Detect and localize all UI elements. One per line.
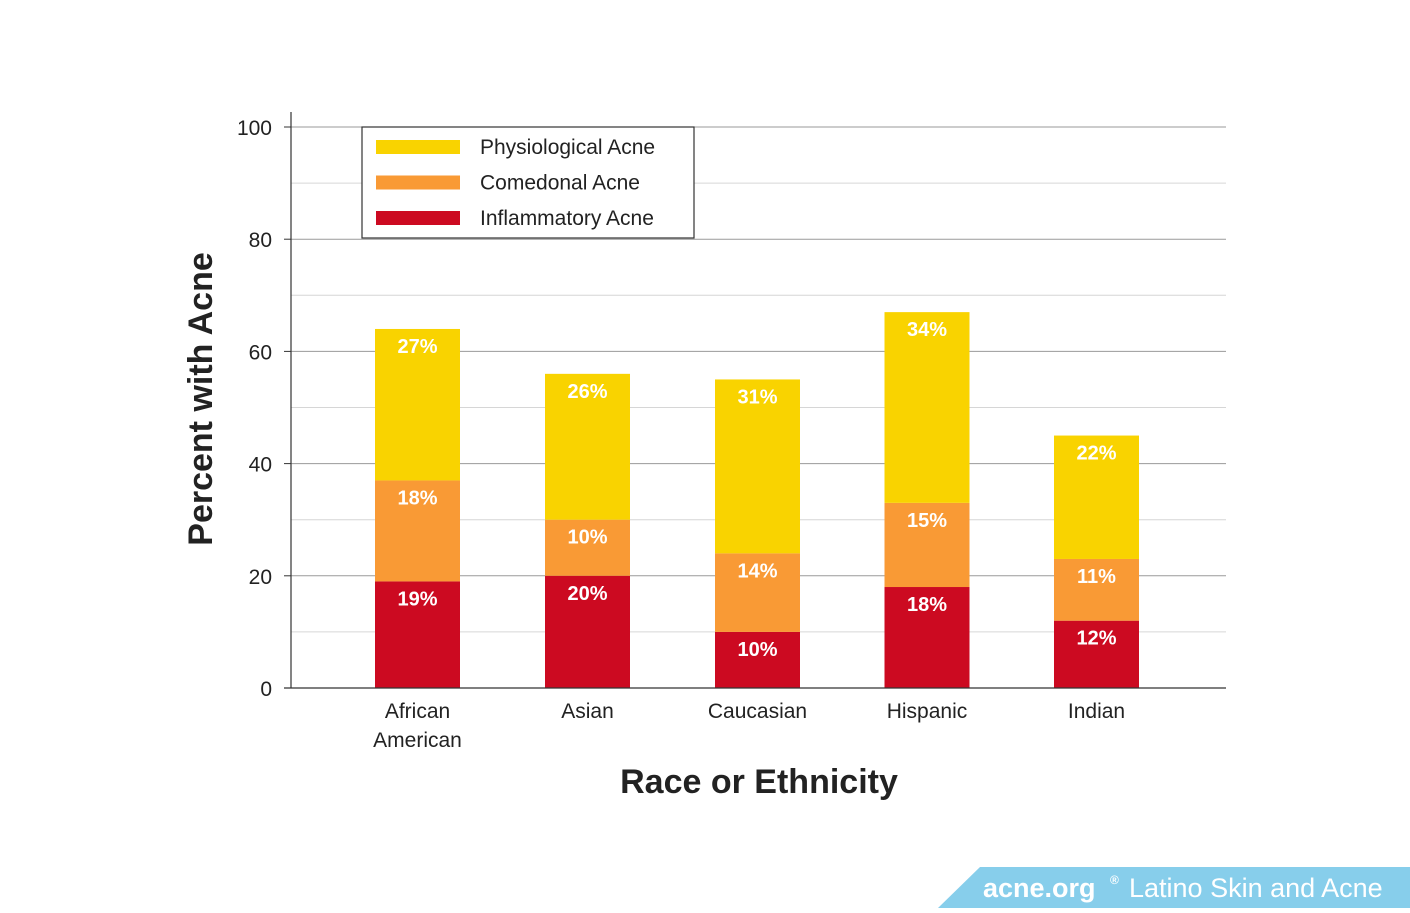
x-category-label-line: Caucasian [708, 700, 807, 723]
x-category-label-line: Asian [561, 700, 614, 723]
legend-swatch [376, 211, 460, 225]
bar-segment-comedonal-acne [884, 502, 970, 588]
x-category-label: Indian [1068, 700, 1125, 723]
legend-swatch [376, 175, 460, 190]
x-category-label: Caucasian [708, 700, 807, 723]
bar-segment-physiological-acne [884, 312, 970, 503]
bar-segment-inflammatory-acne [545, 575, 630, 688]
bar-value-label: 14% [737, 560, 777, 582]
x-category-label: Asian [561, 700, 614, 723]
bar-value-label: 18% [907, 594, 947, 616]
bar-segment-comedonal-acne [375, 480, 460, 582]
bar-segment-inflammatory-acne [1054, 620, 1139, 688]
legend-label: Physiological Acne [480, 136, 655, 159]
bar-labels: 19% 18% 27% 20% 10% 26% 10% 14% 31% 18% 15% 34% 12% 1… [397, 319, 1116, 661]
banner-title: Latino Skin and Acne [1129, 873, 1383, 903]
bar-segment-comedonal-acne [1054, 558, 1139, 621]
bar-value-label: 10% [567, 527, 607, 549]
y-axis-title: Percent with Acne [182, 252, 220, 545]
bar-value-label: 34% [907, 319, 947, 341]
bar-segment-inflammatory-acne [375, 581, 460, 688]
y-tick-label: 80 [249, 229, 272, 252]
y-tick-label: 0 [260, 678, 272, 701]
bar-segment-physiological-acne [1054, 435, 1139, 559]
axes: 0 20 40 60 80 100 African American Asian Caucasia… [237, 112, 1226, 752]
bar-segment-physiological-acne [545, 373, 630, 520]
bar-segment-comedonal-acne [715, 553, 800, 632]
bar-value-label: 11% [1077, 566, 1116, 588]
x-category-label-line: American [373, 729, 462, 752]
banner-brand: acne.org [983, 873, 1096, 903]
bar-value-label: 20% [567, 583, 607, 605]
legend-label: Comedonal Acne [480, 172, 640, 195]
y-tick-label: 60 [249, 341, 272, 364]
bar-value-label: 26% [567, 381, 607, 403]
bar-value-label: 12% [1076, 628, 1116, 650]
bar-value-label: 18% [397, 487, 437, 509]
x-axis-title: Race or Ethnicity [620, 763, 898, 801]
bar-segment-physiological-acne [375, 328, 460, 481]
y-tick-label: 100 [237, 117, 272, 140]
banner-background [938, 867, 1410, 908]
bar-value-label: 19% [397, 588, 437, 610]
bar-value-label: 27% [397, 336, 437, 358]
bars [375, 312, 1139, 688]
bar-value-label: 10% [737, 639, 777, 661]
y-tick-label: 20 [249, 566, 272, 589]
x-category-label-line: African [385, 700, 450, 723]
bar-value-label: 31% [737, 386, 777, 408]
bar-value-label: 15% [907, 510, 947, 532]
legend-swatch [376, 140, 460, 154]
y-tick-label: 40 [249, 454, 272, 477]
brand-banner: acne.org ® Latino Skin and Acne [938, 867, 1410, 908]
banner-registered-mark: ® [1110, 873, 1119, 887]
x-category-label: Hispanic [887, 700, 968, 723]
x-category-label: African American [373, 700, 462, 752]
bar-value-label: 22% [1076, 443, 1116, 465]
x-category-label-line: Indian [1068, 700, 1125, 723]
bar-segment-inflammatory-acne [715, 631, 800, 688]
legend: Physiological Acne Comedonal Acne Inflamma… [361, 126, 695, 239]
x-category-label-line: Hispanic [887, 700, 968, 723]
bar-segment-comedonal-acne [545, 519, 630, 576]
bar-segment-inflammatory-acne [884, 587, 970, 688]
legend-label: Inflammatory Acne [480, 207, 654, 230]
bar-segment-physiological-acne [715, 379, 800, 554]
